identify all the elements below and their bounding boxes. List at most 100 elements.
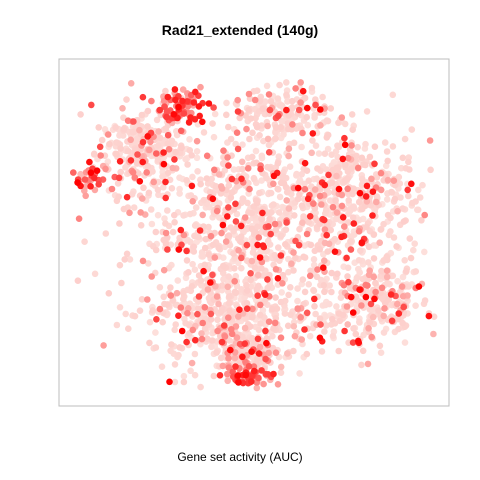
data-point <box>200 129 208 136</box>
data-point <box>288 104 296 112</box>
data-point <box>258 152 266 160</box>
data-point <box>253 384 261 392</box>
data-point <box>182 155 189 163</box>
data-point <box>394 207 401 215</box>
data-point <box>265 318 273 326</box>
data-point <box>184 309 191 317</box>
data-point <box>171 156 178 163</box>
data-point <box>358 181 366 189</box>
data-point <box>223 99 230 107</box>
data-point <box>294 305 302 312</box>
data-point <box>309 130 317 137</box>
data-point <box>244 199 251 207</box>
data-point <box>290 267 297 274</box>
data-point <box>133 159 141 167</box>
data-point <box>295 106 303 114</box>
data-point <box>171 378 179 386</box>
data-point <box>138 111 146 119</box>
data-point <box>323 322 330 329</box>
data-point <box>339 155 347 163</box>
data-point <box>232 363 239 370</box>
data-point <box>239 333 246 341</box>
data-point <box>228 189 236 196</box>
data-point <box>416 194 424 201</box>
data-point <box>363 182 371 190</box>
data-point <box>116 158 124 165</box>
data-point <box>156 106 164 114</box>
data-point <box>371 295 378 303</box>
data-point <box>114 180 122 187</box>
data-point <box>234 372 242 379</box>
data-point <box>239 141 246 148</box>
data-point <box>341 223 348 230</box>
data-point <box>74 179 81 186</box>
data-point <box>196 112 203 120</box>
data-point <box>186 210 194 218</box>
data-point <box>160 149 167 156</box>
data-point <box>290 347 297 355</box>
data-point <box>407 254 415 262</box>
data-point <box>272 226 280 234</box>
data-point <box>154 211 162 219</box>
data-point <box>247 270 254 277</box>
data-point <box>220 322 228 329</box>
data-point <box>430 313 438 321</box>
data-point <box>347 293 355 301</box>
data-point <box>282 226 290 233</box>
data-point <box>335 347 343 355</box>
data-point <box>207 232 215 240</box>
data-point <box>368 175 375 183</box>
data-point <box>122 310 129 318</box>
data-point <box>230 166 238 173</box>
data-point <box>389 91 397 99</box>
data-point <box>225 204 232 211</box>
data-point <box>225 293 233 300</box>
data-point <box>344 264 352 272</box>
data-point <box>287 284 294 291</box>
data-point <box>93 167 101 174</box>
data-point <box>241 294 248 301</box>
data-point <box>233 183 241 190</box>
data-point <box>139 195 146 202</box>
data-point <box>384 279 391 287</box>
data-point <box>128 191 136 198</box>
data-point <box>359 347 367 355</box>
data-point <box>324 248 332 255</box>
data-point <box>362 193 370 200</box>
data-point <box>294 297 301 305</box>
data-point <box>358 239 366 246</box>
data-point <box>124 117 132 124</box>
data-point <box>347 238 354 245</box>
data-point <box>310 200 317 207</box>
data-point <box>373 198 380 206</box>
data-point <box>339 214 347 221</box>
data-point <box>134 151 141 158</box>
data-point <box>325 240 333 248</box>
data-point <box>189 173 196 181</box>
data-point <box>231 278 238 285</box>
data-point <box>300 213 307 220</box>
data-point <box>391 195 399 203</box>
data-point <box>238 254 245 262</box>
data-point <box>384 211 392 219</box>
data-point <box>225 355 232 362</box>
data-point <box>82 192 89 200</box>
data-point <box>321 288 328 296</box>
data-point <box>224 213 231 220</box>
data-point <box>287 311 294 319</box>
data-point <box>285 145 293 152</box>
data-point <box>296 225 303 233</box>
data-point <box>172 96 179 104</box>
data-point <box>349 203 357 211</box>
data-point <box>254 241 261 249</box>
data-point <box>155 142 162 149</box>
data-point <box>225 299 233 307</box>
data-point <box>221 333 229 340</box>
data-point <box>187 238 194 246</box>
data-point <box>285 205 293 212</box>
data-point <box>205 223 212 231</box>
data-point <box>252 114 259 122</box>
data-point <box>239 195 247 202</box>
data-point <box>204 286 212 293</box>
data-point <box>218 229 225 237</box>
